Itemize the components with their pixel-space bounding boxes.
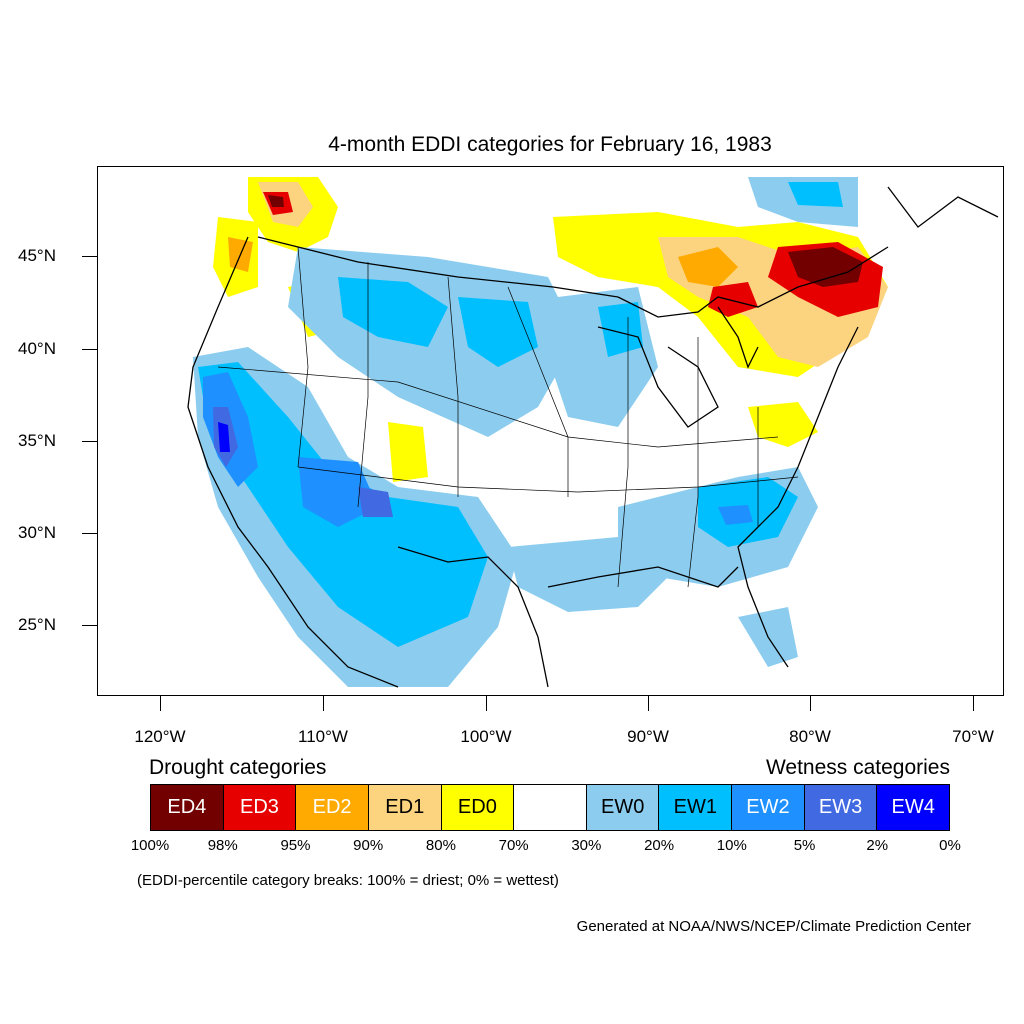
lat-label-45n: 45°N — [18, 246, 56, 265]
legend-break-label: 98% — [207, 837, 238, 854]
legend-break-label: 5% — [793, 837, 816, 854]
legend-note: (EDDI-percentile category breaks: 100% =… — [137, 872, 559, 889]
boundaries — [187, 186, 999, 688]
legend-swatch: EW0 — [586, 785, 660, 830]
lon-tick — [973, 696, 974, 711]
lon-label-70w: 70°W — [952, 727, 994, 746]
lat-label-25n: 25°N — [18, 615, 56, 634]
legend-break-label: 20% — [644, 837, 675, 854]
wetness-heading: Wetness categories — [765, 756, 950, 779]
lon-label-90w: 90°W — [627, 727, 669, 746]
lon-tick — [160, 696, 161, 711]
legend-swatch: ED4 — [151, 785, 224, 830]
legend-break-label: 100% — [130, 837, 170, 854]
legend-swatch: ED2 — [296, 785, 369, 830]
legend-break-label: 2% — [866, 837, 889, 854]
lat-label-35n: 35°N — [18, 431, 56, 450]
lon-tick — [648, 696, 649, 711]
lat-label-40n: 40°N — [18, 339, 56, 358]
credit-line: Generated at NOAA/NWS/NCEP/Climate Predi… — [576, 918, 971, 935]
map-title: 4-month EDDI categories for February 16,… — [328, 133, 772, 156]
map-canvas — [187, 177, 999, 688]
lat-tick — [82, 256, 97, 257]
legend-break-label: 30% — [571, 837, 602, 854]
lon-label-100w: 100°W — [460, 727, 512, 746]
lat-tick — [82, 349, 97, 350]
legend-break-label: 10% — [716, 837, 747, 854]
legend-break-label: 90% — [353, 837, 384, 854]
legend-swatch: ED1 — [368, 785, 442, 830]
legend-bar: ED4 ED3 ED2 ED1 ED0 EW0 EW1 EW2 EW3 EW4 — [150, 784, 950, 831]
lat-tick — [82, 625, 97, 626]
legend-swatch: EW4 — [877, 785, 950, 830]
lon-label-120w: 120°W — [134, 727, 186, 746]
drought-heading: Drought categories — [149, 756, 327, 779]
lat-tick — [82, 533, 97, 534]
lon-tick — [323, 696, 324, 711]
lon-tick — [810, 696, 811, 711]
lon-tick — [486, 696, 487, 711]
wetness-regions — [193, 177, 858, 687]
eddi-map — [97, 166, 1004, 696]
legend-swatch: ED0 — [441, 785, 515, 830]
lat-label-30n: 30°N — [18, 523, 56, 542]
legend-break-label: 80% — [425, 837, 456, 854]
legend-break-label: 0% — [939, 837, 961, 854]
lon-label-110w: 110°W — [298, 727, 348, 746]
state-lines — [217, 246, 799, 588]
legend-swatch: ED3 — [223, 785, 297, 830]
lon-label-80w: 80°W — [789, 727, 831, 746]
legend-break-label: 95% — [280, 837, 311, 854]
legend-break-label: 70% — [498, 837, 529, 854]
legend-swatch: EW1 — [659, 785, 733, 830]
lat-tick — [82, 441, 97, 442]
legend-swatch: EW2 — [732, 785, 805, 830]
legend-swatch: EW3 — [804, 785, 878, 830]
legend-swatch — [514, 785, 587, 830]
